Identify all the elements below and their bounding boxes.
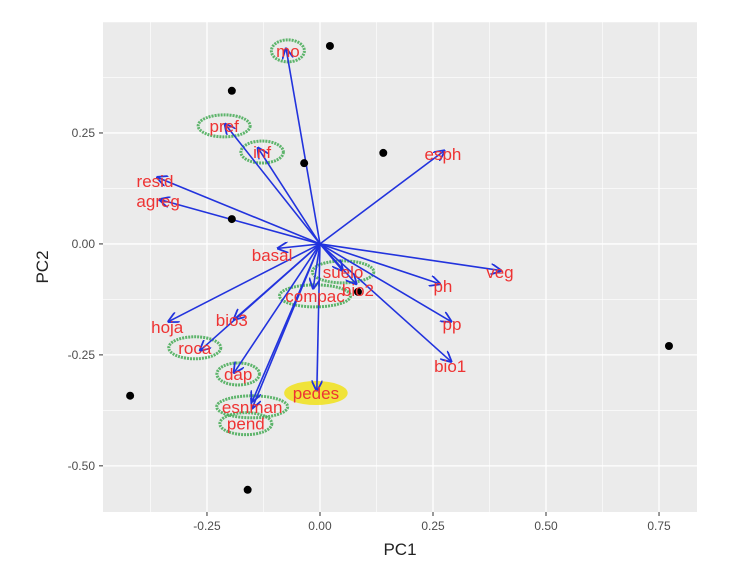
highlight-pend [218, 411, 274, 437]
loading-arrow-mo [286, 49, 321, 245]
loading-arrow-resid [157, 177, 321, 245]
loading-arrow-pedes [317, 243, 320, 390]
loading-arrow-compac [313, 243, 321, 288]
data-point [664, 342, 673, 351]
x-tick-label: 0.50 [534, 519, 558, 533]
loading-arrow-hoja [169, 243, 321, 322]
y-tick-label: -0.50 [68, 459, 96, 473]
vector-label-resid: resid [137, 172, 174, 191]
highlight-dap [215, 361, 261, 387]
data-point [227, 86, 236, 95]
vector-label-bio1: bio1 [434, 357, 466, 376]
vector-label-bio2: bio2 [342, 281, 374, 300]
vector-label-pref: pref [210, 117, 240, 136]
vector-label-suelo: suelo [323, 263, 364, 282]
loading-arrow-pend [252, 243, 321, 408]
plot-panel [103, 22, 697, 512]
data-point [300, 159, 309, 168]
highlight-roca [167, 335, 223, 361]
loading-arrow-agreg [160, 200, 321, 245]
data-point [243, 485, 252, 494]
vector-label-dap: dap [224, 365, 252, 384]
y-axis-title: PC2 [33, 250, 52, 283]
data-point [379, 148, 388, 157]
y-tick-label: 0.25 [72, 126, 96, 140]
data-point [353, 287, 362, 296]
vector-label-agreg: agreg [136, 192, 179, 211]
x-tick-label: 0.25 [421, 519, 445, 533]
data-point [325, 41, 334, 50]
x-axis-title: PC1 [383, 540, 416, 559]
loading-arrow-ph [319, 243, 440, 284]
vector-label-pend: pend [227, 415, 265, 434]
loading-arrow-basal [278, 244, 321, 248]
vector-label-pedes: pedes [293, 384, 339, 403]
vector-label-esph: esph [425, 145, 462, 164]
data-point [126, 391, 135, 400]
vector-label-mo: mo [276, 42, 300, 61]
highlight-inf [239, 139, 285, 165]
loading-arrow-roca [200, 243, 321, 351]
y-tick-label: -0.25 [68, 348, 96, 362]
vector-label-pp: pp [443, 315, 462, 334]
vector-label-compac: compac [285, 287, 345, 306]
vector-label-hoja: hoja [151, 318, 184, 337]
loading-arrow-bio2 [319, 243, 356, 284]
x-tick-label: 0.00 [308, 519, 332, 533]
loading-arrow-veg [319, 243, 501, 271]
vector-label-ph: ph [433, 277, 452, 296]
vector-label-bio3: bio3 [216, 311, 248, 330]
vector-label-basal: basal [252, 246, 293, 265]
vector-label-esnman: esnman [222, 398, 282, 417]
loading-arrow-dap [234, 243, 321, 373]
x-tick-label: 0.75 [647, 519, 671, 533]
vector-label-veg: veg [486, 263, 513, 282]
vector-label-inf: inf [253, 143, 271, 162]
y-tick-label: 0.00 [72, 237, 96, 251]
loading-arrow-bio1 [319, 243, 451, 362]
loading-arrow-esph [319, 151, 444, 245]
vector-label-roca: roca [178, 339, 212, 358]
x-tick-label: -0.25 [193, 519, 221, 533]
loading-arrow-pref [225, 124, 321, 245]
loading-arrow-pp [319, 243, 451, 322]
loading-arrow-inf [258, 148, 321, 245]
data-point [227, 215, 236, 224]
highlight-pref [196, 113, 252, 139]
